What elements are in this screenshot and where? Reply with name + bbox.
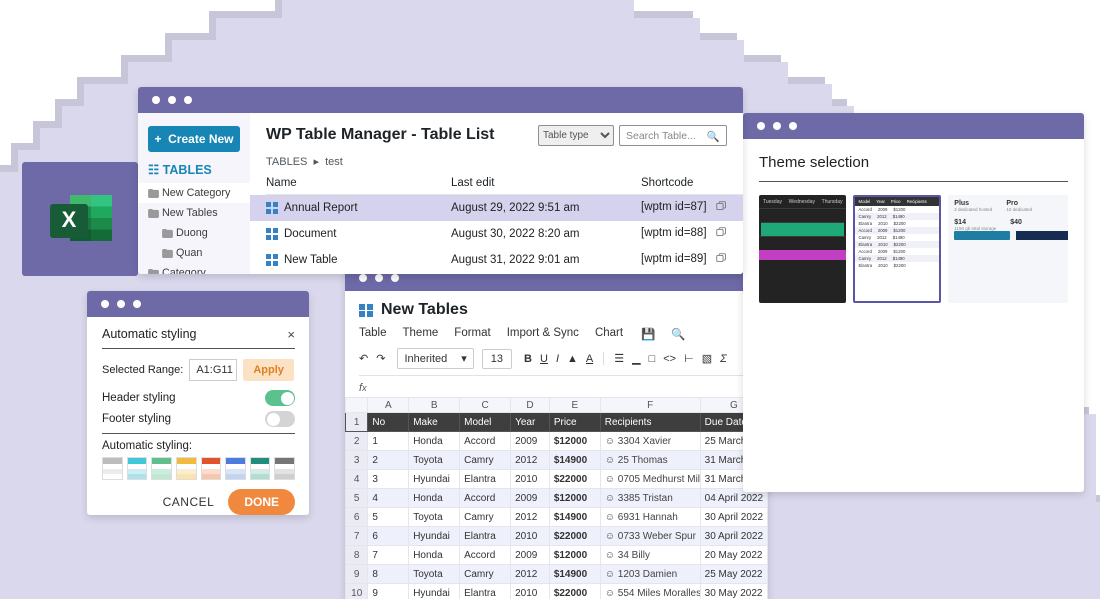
- svg-text:X: X: [62, 207, 77, 232]
